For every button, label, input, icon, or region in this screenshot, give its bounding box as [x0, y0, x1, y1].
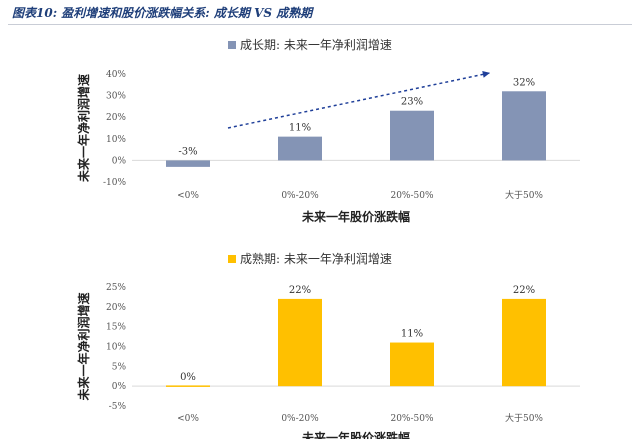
y-tick-label: 20%: [106, 303, 126, 313]
legend-label-1: 成熟期: 未来一年净利润增速: [240, 251, 392, 266]
x-axis-title: 未来一年股价涨跌幅: [301, 430, 410, 439]
data-label: 32%: [513, 77, 535, 88]
y-tick-label: 20%: [106, 113, 126, 123]
category-label: 20%-50%: [390, 414, 433, 424]
data-label: -3%: [178, 146, 197, 157]
bar-0-2: [390, 110, 434, 161]
y-tick-label: 5%: [112, 362, 127, 372]
bar-1-1: [278, 298, 322, 387]
y-tick-label: 10%: [106, 343, 126, 353]
category-label: 大于50%: [505, 189, 543, 201]
bar-1-2: [390, 342, 434, 387]
legend-swatch-0: [228, 41, 236, 49]
legend-label-0: 成长期: 未来一年净利润增速: [240, 38, 392, 52]
figure-title: 图表10: 盈利增速和股价涨跌幅关系: 成长期 VS 成熟期: [12, 6, 313, 20]
legend-swatch-1: [228, 255, 236, 263]
y-tick-label: 0%: [112, 156, 127, 166]
y-tick-label: -10%: [103, 178, 126, 188]
data-label: 11%: [289, 123, 311, 134]
y-tick-label: 30%: [106, 92, 126, 102]
bar-0-3: [502, 91, 546, 161]
x-axis-title: 未来一年股价涨跌幅: [301, 209, 410, 224]
y-tick-label: 40%: [106, 70, 126, 80]
y-tick-label: 0%: [112, 382, 127, 392]
bar-0-1: [278, 136, 322, 161]
data-label: 23%: [401, 97, 423, 108]
category-label: 0%-20%: [281, 191, 319, 201]
bar-1-3: [502, 298, 546, 387]
y-axis-title: 未来一年净利润增速: [76, 74, 91, 183]
y-tick-label: 25%: [106, 283, 126, 293]
category-label: 20%-50%: [390, 191, 433, 201]
bar-1-0: [166, 385, 210, 387]
data-label: 22%: [289, 285, 311, 296]
category-label: 0%-20%: [281, 414, 319, 424]
y-axis-title: 未来一年净利润增速: [76, 292, 91, 401]
category-label: <0%: [177, 191, 199, 201]
trend-arrow-head: [482, 70, 490, 78]
data-label: 22%: [513, 285, 535, 296]
y-tick-label: -5%: [109, 402, 127, 412]
y-tick-label: 15%: [106, 323, 126, 333]
category-label: <0%: [177, 414, 199, 424]
data-label: 11%: [401, 329, 423, 340]
trend-arrow-line: [227, 72, 491, 129]
y-tick-label: 10%: [106, 135, 126, 145]
data-label: 0%: [180, 372, 196, 383]
title-divider: [8, 24, 632, 25]
category-label: 大于50%: [505, 412, 543, 424]
bar-0-0: [166, 160, 210, 167]
